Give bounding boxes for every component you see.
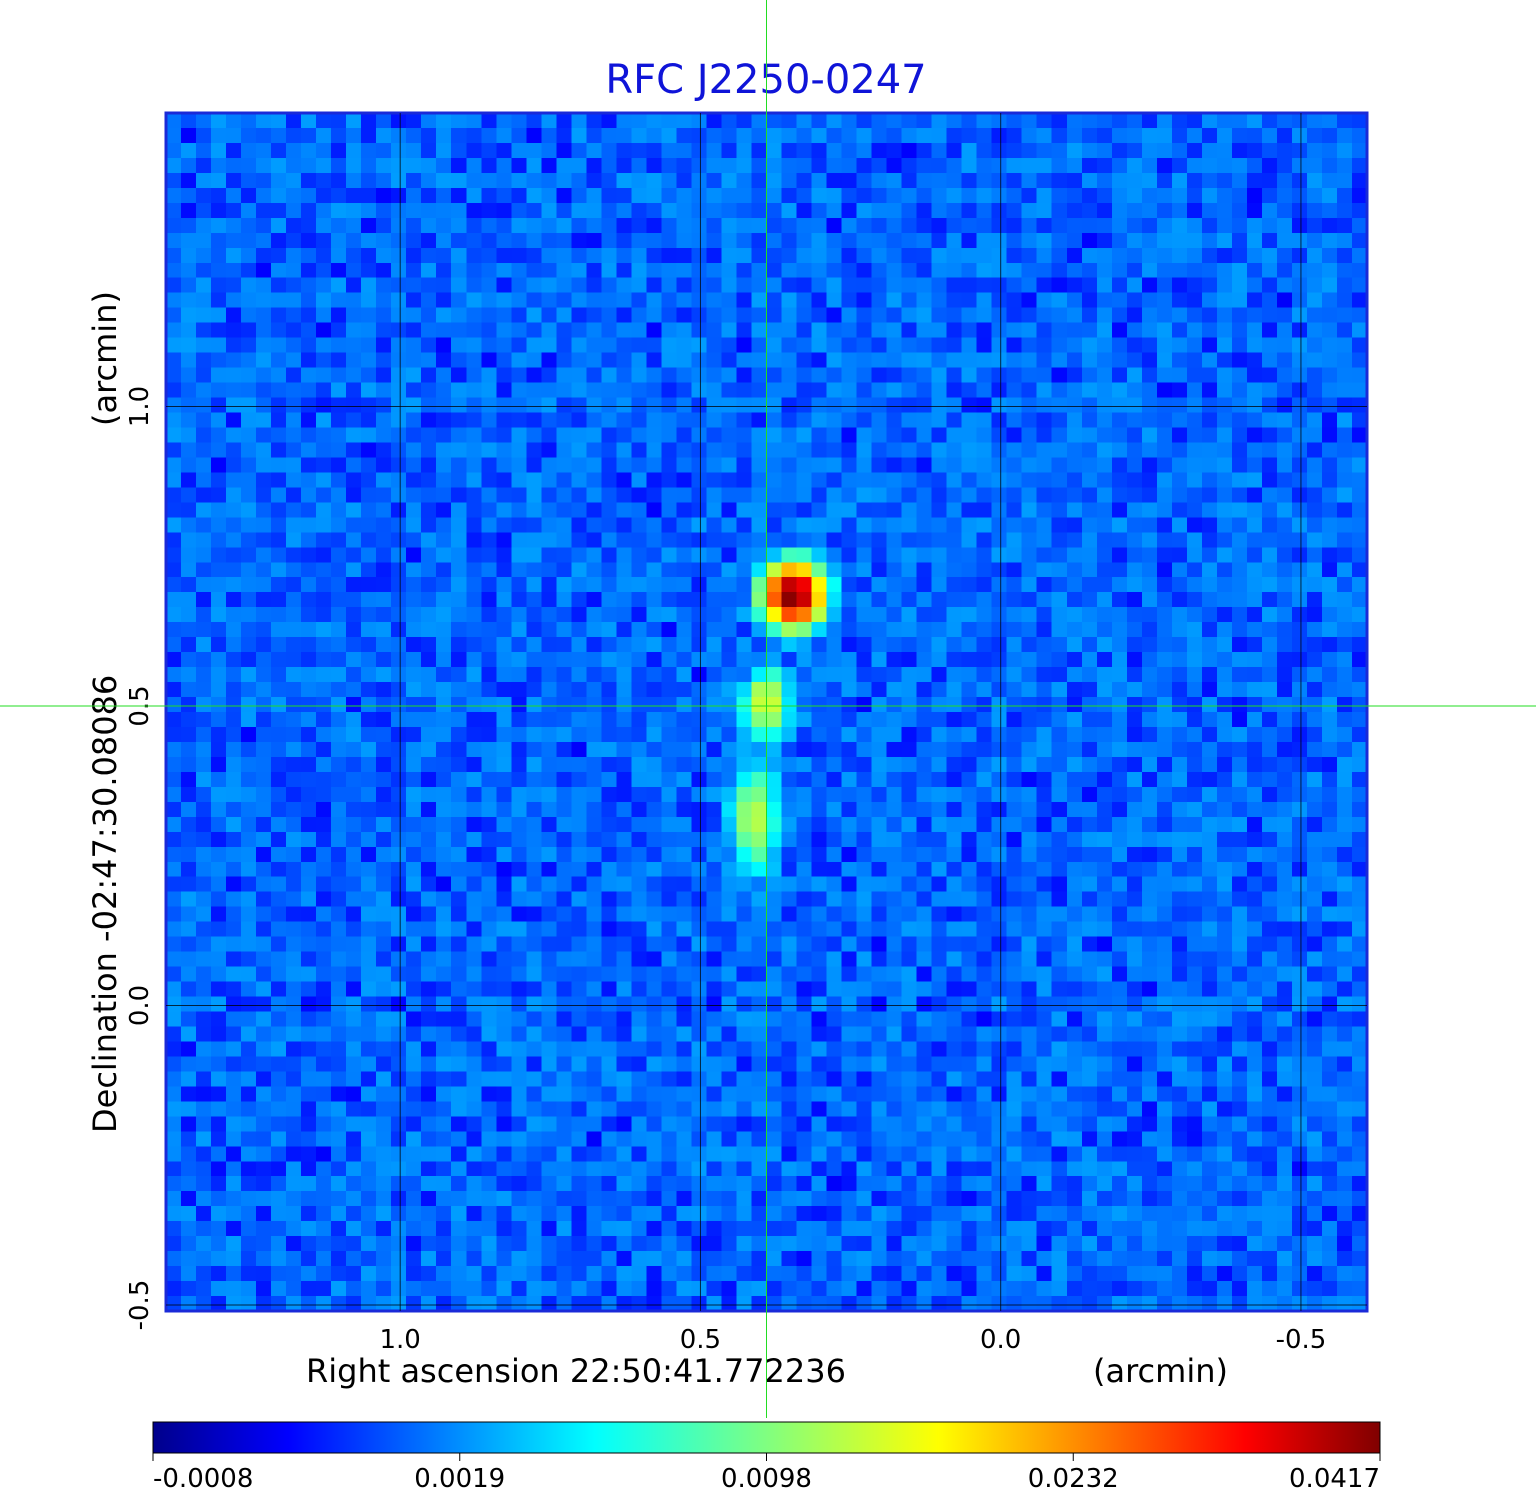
x-tick-labels: 1.0 0.5 0.0 -0.5 [380, 1325, 1327, 1355]
colorbar-tick-label: -0.0008 [153, 1464, 253, 1494]
x-tick-label: -0.5 [1276, 1325, 1327, 1355]
y-axis-label: Declination -02:47:30.08086 [86, 675, 124, 1133]
colorbar-tick-label: 0.0417 [1289, 1464, 1380, 1494]
colorbar-tick-label: 0.0098 [721, 1464, 812, 1494]
y-tick-label: -0.5 [125, 1280, 155, 1331]
x-tick-label: 1.0 [380, 1325, 421, 1355]
x-tick-label: 0.5 [680, 1325, 721, 1355]
x-tick-label: 0.0 [980, 1325, 1021, 1355]
y-axis-unit: (arcmin) [86, 291, 124, 426]
colorbar-tick-label: 0.0232 [1028, 1464, 1119, 1494]
y-tick-label: 1.0 [125, 386, 155, 427]
colorbar: -0.0008 0.0019 0.0098 0.0232 0.0417 [152, 1421, 1381, 1494]
colorbar-tick-label: 0.0019 [414, 1464, 505, 1494]
x-axis-label: Right ascension 22:50:41.772236 [306, 1352, 846, 1390]
colorbar-tick-labels: -0.0008 0.0019 0.0098 0.0232 0.0417 [152, 1453, 1381, 1494]
colorbar-gradient [152, 1421, 1381, 1454]
y-tick-labels: 1.00.50.0-0.5 [125, 386, 155, 1331]
crosshair [0, 0, 1536, 1418]
y-tick-label: 0.0 [125, 985, 155, 1026]
x-axis-unit: (arcmin) [1093, 1352, 1228, 1390]
